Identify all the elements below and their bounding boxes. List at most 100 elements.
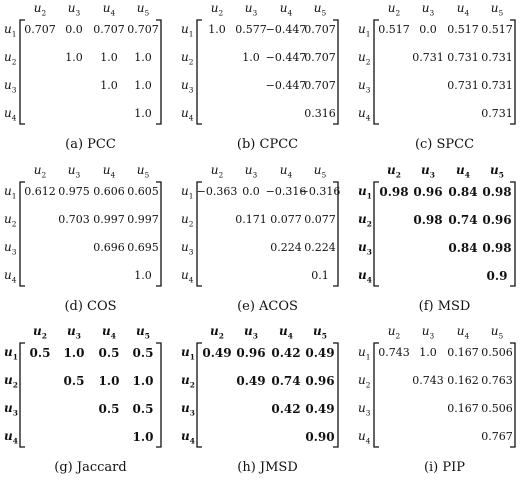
row-label: u2 xyxy=(181,50,194,67)
row-label: u1 xyxy=(358,184,372,201)
matrix-cell: −0.363 xyxy=(196,185,238,198)
panel-acos: (e) ACOS u2 u3 u4 u5 u1 u2 u3 u4 −0.363 0.0 −0.316−… xyxy=(179,162,356,323)
matrix-cell: 1.0 xyxy=(132,430,154,444)
matrix-cell: 0.0 xyxy=(419,23,437,36)
column-header: u4 xyxy=(456,1,470,18)
column-header: u3 xyxy=(67,324,81,341)
matrix-cell: 0.506 xyxy=(481,346,513,359)
matrix-cell: 0.696 xyxy=(93,241,125,254)
matrix-cell: 0.707 xyxy=(93,23,125,36)
matrix-brackets xyxy=(373,181,516,287)
matrix-cell: 1.0 xyxy=(132,374,154,388)
matrix-cell: 0.49 xyxy=(202,346,232,360)
matrix-cell: 0.707 xyxy=(304,23,336,36)
column-header: u2 xyxy=(210,163,224,180)
matrix-cell: 0.42 xyxy=(271,402,301,416)
row-label: u1 xyxy=(358,22,371,39)
matrix-cell: 0.5 xyxy=(132,346,154,360)
matrix-cell: 1.0 xyxy=(100,79,118,92)
left-bracket xyxy=(196,19,202,125)
row-label: u1 xyxy=(4,184,17,201)
matrix-cell: −0.447 xyxy=(265,51,307,64)
right-bracket xyxy=(156,181,162,287)
matrix-cell: 1.0 xyxy=(65,51,83,64)
matrix-cell: 0.703 xyxy=(58,213,90,226)
panel-caption: (f) MSD xyxy=(418,299,471,314)
column-header: u3 xyxy=(244,163,258,180)
row-label: u3 xyxy=(181,78,194,95)
matrix-cell: 0.84 xyxy=(448,241,478,255)
matrix-cell: 0.96 xyxy=(482,213,512,227)
row-label: u4 xyxy=(181,268,194,285)
matrix-cell: 0.49 xyxy=(305,402,335,416)
column-header: u2 xyxy=(387,1,401,18)
row-label: u1 xyxy=(4,345,18,362)
matrix-cell: 0.605 xyxy=(127,185,159,198)
right-bracket xyxy=(156,342,162,448)
matrix-cell: 0.5 xyxy=(98,346,120,360)
matrix-cell: 0.763 xyxy=(481,374,513,387)
matrix-cell: 0.98 xyxy=(413,213,443,227)
row-label: u3 xyxy=(181,401,195,418)
matrix-cell: 1.0 xyxy=(98,374,120,388)
matrix-cell: 0.695 xyxy=(127,241,159,254)
column-header: u2 xyxy=(33,1,47,18)
column-header: u5 xyxy=(490,324,504,341)
panel-msd: (f) MSD u2 u3 u4 u5 u1 u2 u3 u4 0.98 0.96 0.84 0.98 0… xyxy=(356,162,531,323)
matrix-cell: 0.5 xyxy=(98,402,120,416)
matrix-cell: 0.90 xyxy=(305,430,335,444)
panel-spcc: (c) SPCC u2 u3 u4 u5 u1 u2 u3 u4 0.517 0.0 0.517 0.5… xyxy=(356,0,531,161)
matrix-brackets xyxy=(196,342,339,448)
matrix-brackets xyxy=(19,342,162,448)
row-label: u3 xyxy=(358,401,371,418)
panel-jmsd: (h) JMSD u2 u3 u4 u5 u1 u2 u3 u4 0.49 0.96 0.42 0.49… xyxy=(179,323,356,484)
left-bracket xyxy=(19,19,25,125)
right-bracket xyxy=(510,19,516,125)
row-label: u2 xyxy=(4,50,17,67)
column-header: u5 xyxy=(136,1,150,18)
matrix-cell: 0.167 xyxy=(447,402,479,415)
row-label: u3 xyxy=(358,240,372,257)
row-label: u4 xyxy=(4,106,17,123)
matrix-cell: 0.5 xyxy=(132,402,154,416)
panel-caption: (g) Jaccard xyxy=(54,460,127,475)
column-header: u3 xyxy=(421,324,435,341)
row-label: u2 xyxy=(4,212,17,229)
column-header: u4 xyxy=(279,163,293,180)
matrix-cell: 0.224 xyxy=(304,241,336,254)
panel-caption: (i) PIP xyxy=(423,460,466,475)
matrix-cell: 0.74 xyxy=(271,374,301,388)
column-header: u3 xyxy=(67,163,81,180)
left-bracket xyxy=(196,342,202,448)
matrix-brackets xyxy=(196,19,339,125)
matrix-cell: 0.517 xyxy=(378,23,410,36)
matrix-cell: 0.517 xyxy=(481,23,513,36)
row-label: u2 xyxy=(358,212,372,229)
matrix-cell: 1.0 xyxy=(63,346,85,360)
column-header: u5 xyxy=(313,1,327,18)
panel-caption: (c) SPCC xyxy=(414,137,475,152)
matrix-cell: 0.731 xyxy=(447,51,479,64)
row-label: u2 xyxy=(181,212,194,229)
matrix-cell: 0.98 xyxy=(379,185,409,199)
row-label: u1 xyxy=(181,22,194,39)
column-header: u3 xyxy=(421,1,435,18)
row-label: u3 xyxy=(4,401,18,418)
matrix-cell: 1.0 xyxy=(134,79,152,92)
matrix-cell: 0.167 xyxy=(447,346,479,359)
column-header: u4 xyxy=(456,163,470,180)
left-bracket xyxy=(19,342,25,448)
right-bracket xyxy=(333,342,339,448)
left-bracket xyxy=(373,342,379,448)
column-header: u2 xyxy=(33,163,47,180)
matrix-cell: 0.84 xyxy=(448,185,478,199)
column-header: u5 xyxy=(313,324,327,341)
row-label: u3 xyxy=(181,240,194,257)
column-header: u2 xyxy=(387,163,401,180)
matrix-cell: 1.0 xyxy=(208,23,226,36)
matrix-cell: 0.5 xyxy=(63,374,85,388)
matrix-cell: 0.171 xyxy=(235,213,267,226)
row-label: u4 xyxy=(4,268,17,285)
panel-pcc: (a) PCC u2 u3 u4 u5 u1 u2 u3 u4 0.707 0.0 0.707 0.70… xyxy=(2,0,179,161)
matrix-cell: 0.606 xyxy=(93,185,125,198)
